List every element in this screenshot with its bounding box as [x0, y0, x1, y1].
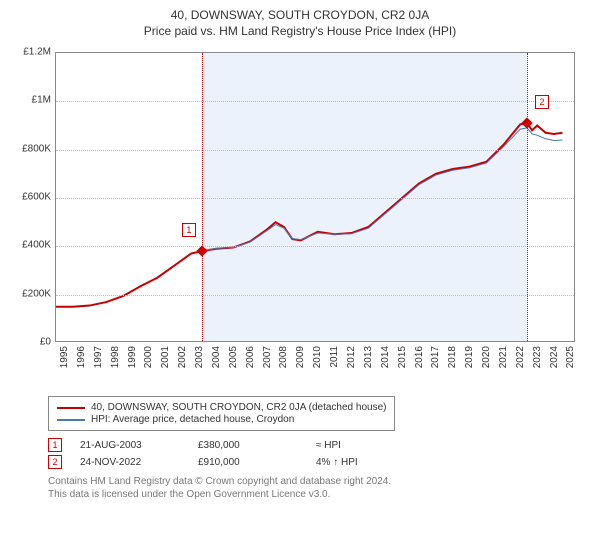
y-tick-label: £0	[11, 337, 51, 348]
legend-label: HPI: Average price, detached house, Croy…	[91, 414, 294, 425]
x-tick-label: 1998	[110, 346, 121, 368]
chart-marker-label: 2	[535, 95, 549, 109]
x-tick-label: 2024	[549, 346, 560, 368]
sale-price: £380,000	[198, 440, 298, 451]
x-tick-label: 2011	[329, 346, 340, 368]
x-tick-label: 2002	[177, 346, 188, 368]
sale-price: £910,000	[198, 457, 298, 468]
x-tick-label: 2005	[228, 346, 239, 368]
chart-container: 12 £0£200K£400K£600K£800K£1M£1.2M1995199…	[15, 42, 585, 392]
x-tick-label: 2001	[160, 346, 171, 368]
chart-title-line1: 40, DOWNSWAY, SOUTH CROYDON, CR2 0JA	[8, 8, 592, 22]
chart-title-line2: Price paid vs. HM Land Registry's House …	[8, 24, 592, 38]
sale-date: 21-AUG-2003	[80, 440, 180, 451]
x-tick-label: 2008	[278, 346, 289, 368]
legend-item: 40, DOWNSWAY, SOUTH CROYDON, CR2 0JA (de…	[57, 402, 386, 413]
y-tick-label: £800K	[11, 143, 51, 154]
x-tick-label: 2012	[346, 346, 357, 368]
sale-row: 1 21-AUG-2003 £380,000 ≈ HPI	[48, 438, 592, 452]
plot-area: 12	[55, 52, 575, 342]
legend-swatch	[57, 407, 85, 409]
x-tick-label: 1996	[76, 346, 87, 368]
x-tick-label: 2016	[414, 346, 425, 368]
legend-label: 40, DOWNSWAY, SOUTH CROYDON, CR2 0JA (de…	[91, 402, 386, 413]
legend-swatch	[57, 419, 85, 421]
x-tick-label: 2018	[447, 346, 458, 368]
x-tick-label: 2015	[397, 346, 408, 368]
legend: 40, DOWNSWAY, SOUTH CROYDON, CR2 0JA (de…	[48, 396, 395, 431]
x-tick-label: 1999	[127, 346, 138, 368]
x-tick-label: 2000	[143, 346, 154, 368]
footnote: Contains HM Land Registry data © Crown c…	[48, 475, 592, 501]
y-tick-label: £1.2M	[11, 47, 51, 58]
x-tick-label: 2020	[481, 346, 492, 368]
y-tick-label: £1M	[11, 95, 51, 106]
footnote-line2: This data is licensed under the Open Gov…	[48, 488, 592, 501]
x-tick-label: 2009	[295, 346, 306, 368]
x-tick-label: 2023	[532, 346, 543, 368]
sale-delta: ≈ HPI	[316, 440, 416, 451]
x-tick-label: 2006	[245, 346, 256, 368]
sale-delta: 4% ↑ HPI	[316, 457, 416, 468]
x-tick-label: 1997	[93, 346, 104, 368]
x-tick-label: 2007	[262, 346, 273, 368]
x-tick-label: 2025	[565, 346, 576, 368]
sale-marker: 1	[48, 438, 62, 452]
x-tick-label: 2013	[363, 346, 374, 368]
legend-item: HPI: Average price, detached house, Croy…	[57, 414, 386, 425]
sale-date: 24-NOV-2022	[80, 457, 180, 468]
y-tick-label: £600K	[11, 192, 51, 203]
sale-row: 2 24-NOV-2022 £910,000 4% ↑ HPI	[48, 455, 592, 469]
x-tick-label: 2017	[430, 346, 441, 368]
x-tick-label: 1995	[59, 346, 70, 368]
x-tick-label: 2004	[211, 346, 222, 368]
chart-marker-label: 1	[182, 223, 196, 237]
x-tick-label: 2019	[464, 346, 475, 368]
x-tick-label: 2022	[515, 346, 526, 368]
chart-title-block: 40, DOWNSWAY, SOUTH CROYDON, CR2 0JA Pri…	[8, 8, 592, 38]
y-tick-label: £200K	[11, 288, 51, 299]
x-tick-label: 2003	[194, 346, 205, 368]
y-tick-label: £400K	[11, 240, 51, 251]
sale-marker: 2	[48, 455, 62, 469]
x-tick-label: 2021	[498, 346, 509, 368]
footnote-line1: Contains HM Land Registry data © Crown c…	[48, 475, 592, 488]
x-tick-label: 2010	[312, 346, 323, 368]
x-tick-label: 2014	[380, 346, 391, 368]
